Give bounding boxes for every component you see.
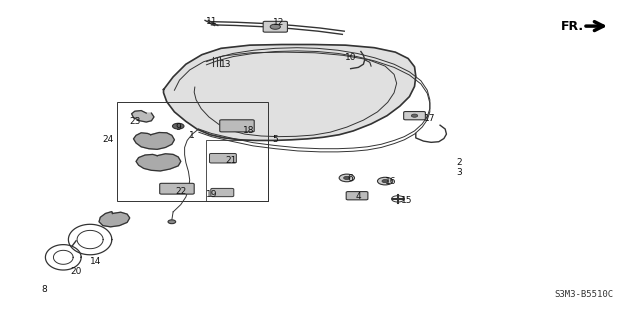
Circle shape [173, 123, 184, 129]
Text: 14: 14 [90, 257, 101, 266]
FancyBboxPatch shape [263, 21, 287, 32]
Text: 5: 5 [273, 135, 278, 144]
Text: 2: 2 [456, 158, 462, 167]
FancyBboxPatch shape [209, 153, 236, 163]
FancyBboxPatch shape [220, 120, 254, 132]
Circle shape [339, 174, 355, 182]
FancyBboxPatch shape [346, 192, 368, 200]
FancyBboxPatch shape [404, 112, 426, 120]
Text: 12: 12 [273, 19, 284, 27]
Text: 24: 24 [102, 135, 114, 144]
Circle shape [412, 114, 418, 117]
Circle shape [382, 180, 388, 183]
Text: 8: 8 [41, 285, 47, 293]
Polygon shape [164, 45, 416, 140]
Text: 15: 15 [401, 196, 413, 205]
Text: 22: 22 [175, 187, 186, 196]
Text: 4: 4 [355, 192, 361, 202]
Text: 18: 18 [243, 126, 254, 135]
Circle shape [344, 176, 350, 180]
Polygon shape [99, 211, 130, 227]
Circle shape [378, 177, 393, 185]
Text: 3: 3 [456, 168, 462, 177]
Text: 17: 17 [424, 114, 436, 123]
Text: 11: 11 [205, 17, 217, 26]
Bar [117, 102, 268, 201]
Text: 20: 20 [70, 267, 82, 276]
Polygon shape [132, 111, 154, 122]
FancyBboxPatch shape [211, 189, 234, 197]
Text: 6: 6 [348, 174, 353, 183]
Text: FR.: FR. [561, 19, 584, 33]
Bar [206, 140, 268, 201]
Text: 19: 19 [205, 190, 217, 199]
Polygon shape [134, 132, 174, 149]
Text: S3M3-B5510C: S3M3-B5510C [555, 290, 614, 299]
Text: 23: 23 [129, 117, 141, 126]
FancyBboxPatch shape [160, 183, 194, 194]
Text: 13: 13 [220, 60, 231, 69]
Polygon shape [136, 154, 180, 171]
Text: 10: 10 [345, 53, 356, 62]
Circle shape [270, 24, 280, 29]
Text: 1: 1 [189, 131, 195, 140]
Circle shape [168, 220, 175, 224]
Text: 9: 9 [175, 122, 181, 132]
Text: 21: 21 [225, 156, 236, 165]
Text: 16: 16 [385, 177, 396, 186]
